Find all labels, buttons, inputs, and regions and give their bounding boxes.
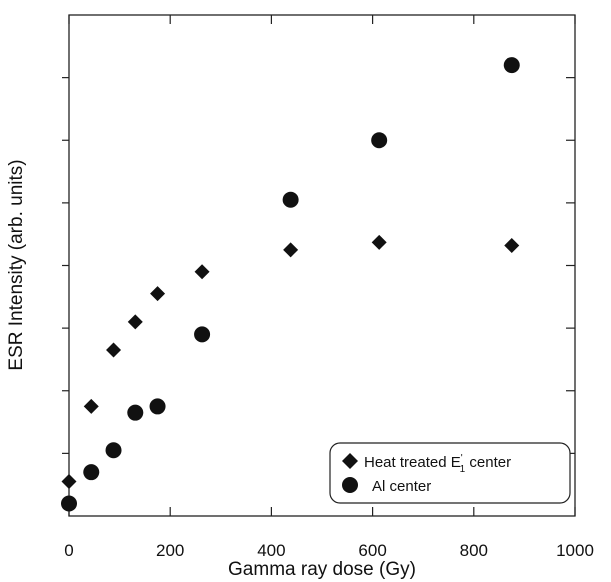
legend-box [329, 442, 571, 504]
plot-frame [68, 14, 576, 517]
x-tick-label: 0 [64, 541, 73, 560]
data-points [61, 57, 520, 512]
data-point-diamond [83, 398, 99, 414]
data-point-diamond [371, 234, 387, 250]
data-point-diamond [504, 237, 520, 253]
y-axis-title: ESR Intensity (arb. units) [6, 159, 27, 370]
x-tick-label: 800 [460, 541, 488, 560]
x-tick-labels: 0 200 400 600 800 1000 [64, 541, 594, 560]
x-tick-label: 600 [358, 541, 386, 560]
x-tick-label: 400 [257, 541, 285, 560]
data-point-circle [61, 495, 77, 512]
data-point-circle [503, 57, 520, 74]
data-point-diamond [106, 342, 122, 358]
data-point-circle [83, 464, 100, 481]
data-point-diamond [150, 286, 166, 302]
data-point-diamond [127, 314, 143, 330]
data-point-diamond [283, 242, 299, 258]
data-point-circle [127, 404, 144, 421]
legend-label-heat-treated: Heat treated E' 1 center [364, 453, 511, 475]
data-point-circle [149, 398, 166, 415]
legend: Heat treated E' 1 center Al center [329, 442, 571, 504]
x-tick-label: 1000 [556, 541, 594, 560]
axis-ticks [62, 15, 576, 516]
data-point-diamond [194, 264, 210, 280]
legend-circle-marker [342, 477, 358, 493]
x-tick-label: 200 [156, 541, 184, 560]
data-point-circle [371, 132, 388, 149]
legend-label-al-center: Al center [372, 478, 431, 495]
data-point-circle [282, 191, 299, 208]
data-point-circle [105, 442, 122, 459]
data-point-diamond [61, 474, 77, 490]
legend-diamond-marker [342, 453, 358, 469]
data-point-circle [194, 326, 211, 343]
x-axis-title: Gamma ray dose (Gy) [228, 559, 416, 580]
